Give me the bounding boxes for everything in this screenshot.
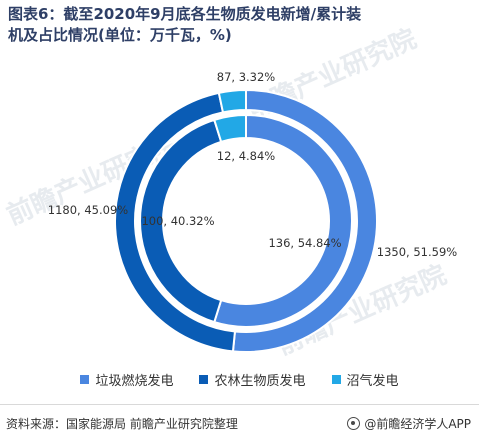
footer: 资料来源：国家能源局 前瞻产业研究院整理 @前瞻经济学人APP (0, 404, 479, 440)
outer-label-agro: 1180, 45.09% (48, 203, 128, 217)
legend-label-agro: 农林生物质发电 (214, 374, 306, 389)
inner-slice-biogas (213, 113, 247, 144)
brand-text: @前瞻经济学人APP (364, 417, 471, 431)
legend-label-biogas: 沼气发电 (346, 374, 399, 389)
legend-label-waste: 垃圾燃烧发电 (95, 374, 174, 389)
outer-label-waste: 1350, 51.59% (377, 245, 457, 259)
brand-logo-icon (347, 417, 361, 430)
inner-label-waste: 136, 54.84% (268, 236, 341, 250)
legend-item-waste: 垃圾燃烧发电 (80, 370, 173, 389)
legend-item-biogas: 沼气发电 (331, 370, 399, 389)
outer-label-biogas: 87, 3.32% (217, 70, 276, 84)
inner-label-agro: 100, 40.32% (141, 214, 214, 228)
legend: 垃圾燃烧发电 农林生物质发电 沼气发电 (0, 370, 479, 389)
inner-label-biogas: 12, 4.84% (217, 149, 276, 163)
legend-swatch-waste (80, 375, 90, 384)
brand: @前瞻经济学人APP (347, 415, 471, 432)
chart-title: 图表6：截至2020年9月底各生物质发电新增/累计装机及占比情况(单位：万千瓦，… (8, 5, 362, 44)
inner-slice-waste (213, 113, 353, 328)
outer-slice-biogas (217, 88, 247, 114)
legend-item-agro: 农林生物质发电 (199, 370, 306, 389)
legend-swatch-biogas (331, 375, 341, 384)
inner-ring (139, 113, 353, 328)
data-labels: 1350, 51.59% 1180, 45.09% 87, 3.32% 136, 54… (48, 70, 457, 259)
legend-swatch-agro (199, 375, 209, 384)
outer-ring (114, 88, 378, 353)
source-note: 资料来源：国家能源局 前瞻产业研究院整理 (6, 417, 238, 431)
